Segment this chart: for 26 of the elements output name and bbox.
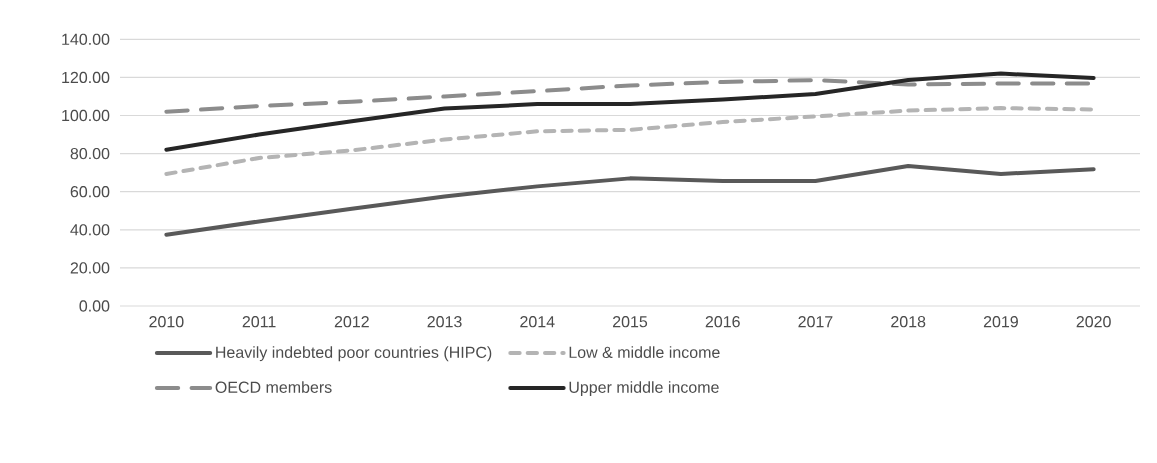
x-tick-label: 2013 xyxy=(427,316,462,328)
y-tick-label: 120.00 xyxy=(62,71,110,84)
x-tick-label: 2010 xyxy=(149,316,184,328)
legend-label: Upper middle income xyxy=(569,381,719,397)
x-tick-label: 2011 xyxy=(242,316,276,328)
line-series xyxy=(164,106,1096,176)
y-tick-label: 40.00 xyxy=(70,224,110,236)
y-tick-label: 0.00 xyxy=(79,300,110,312)
x-tick-label: 2015 xyxy=(613,316,648,328)
x-tick-label: 2012 xyxy=(334,316,369,328)
x-tick-label: 2016 xyxy=(705,316,740,328)
x-tick-label: 2018 xyxy=(891,316,926,328)
x-tick-label: 2019 xyxy=(983,316,1018,328)
x-tick-label: 2020 xyxy=(1076,316,1111,328)
line-series xyxy=(164,71,1096,152)
y-tick-label: 80.00 xyxy=(70,147,110,160)
x-tick-label: 2017 xyxy=(798,316,833,328)
line-series xyxy=(164,163,1096,237)
legend-label: Low & middle income xyxy=(569,346,720,358)
y-tick-label: 100.00 xyxy=(62,109,110,122)
y-tick-label: 140.00 xyxy=(62,33,110,45)
x-tick-label: 2014 xyxy=(520,316,555,328)
legend-label: OECD members xyxy=(215,381,332,393)
legend-label: Heavily indebted poor countries (HIPC) xyxy=(216,346,492,362)
y-tick-label: 60.00 xyxy=(70,186,110,198)
y-tick-label: 20.00 xyxy=(70,262,110,274)
